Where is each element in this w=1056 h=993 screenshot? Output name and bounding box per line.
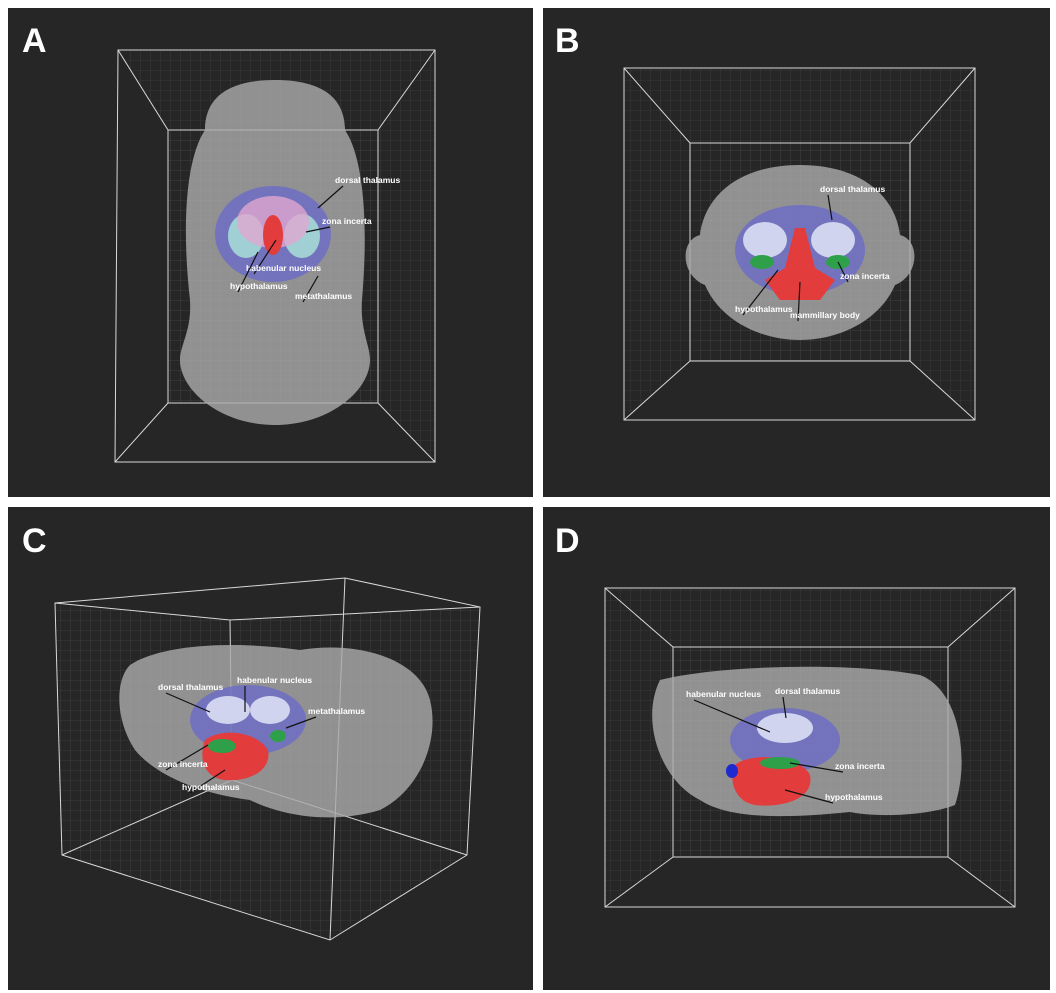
structure-label: habenular nucleus (246, 263, 321, 273)
structure-label: hypothalamus (182, 782, 240, 792)
structure-label: habenular nucleus (237, 675, 312, 685)
structure-label: habenular nucleus (686, 689, 761, 699)
structure-label: metathalamus (295, 291, 352, 301)
figure: Adorsal thalamus zona incerta habenular nu… (0, 0, 1056, 993)
shape (270, 730, 286, 742)
shape (208, 739, 236, 753)
panel-letter: C (22, 522, 47, 560)
shape (726, 764, 738, 778)
panel-letter: A (22, 22, 47, 60)
structure-label: dorsal thalamus (158, 682, 223, 692)
shape (206, 696, 250, 724)
structure-label: metathalamus (308, 706, 365, 716)
structure-label: hypothalamus (735, 304, 793, 314)
structure-label: mammillary body (790, 310, 860, 320)
panel-b (543, 8, 1050, 497)
structure-label: dorsal thalamus (775, 686, 840, 696)
structure-label: zona incerta (158, 759, 208, 769)
panel-letter: B (555, 22, 580, 60)
panel-c (8, 507, 533, 990)
structure-label: dorsal thalamus (335, 175, 400, 185)
shape (811, 222, 855, 258)
structure-label: zona incerta (322, 216, 372, 226)
panel-d (543, 507, 1050, 990)
shape (605, 588, 1015, 647)
shape (760, 757, 800, 769)
panel-a (8, 8, 533, 497)
structure-label: hypothalamus (230, 281, 288, 291)
structure-label: dorsal thalamus (820, 184, 885, 194)
panel-letter: D (555, 522, 580, 560)
structure-label: zona incerta (840, 271, 890, 281)
shape (750, 255, 774, 269)
structure-label: hypothalamus (825, 792, 883, 802)
shape (250, 696, 290, 724)
shape (743, 222, 787, 258)
structure-label: zona incerta (835, 761, 885, 771)
shape (263, 215, 283, 255)
shape (757, 713, 813, 743)
